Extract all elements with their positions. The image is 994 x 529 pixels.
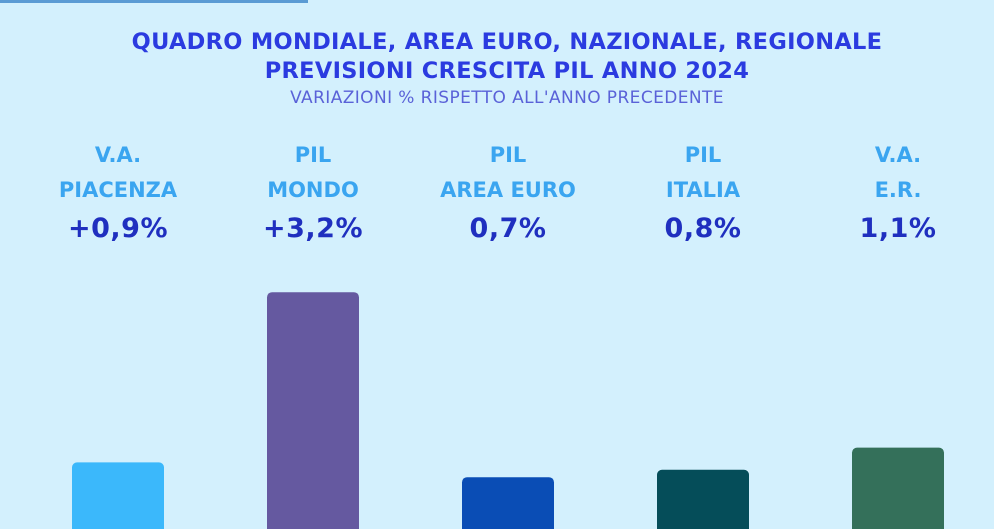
bar [852,447,944,529]
chart-header: QUADRO MONDIALE, AREA EURO, NAZIONALE, R… [0,28,994,109]
category-label-line2: E.R. [874,178,922,202]
category-label-line2: ITALIA [665,178,741,202]
category-header: PIL MONDO +3,2% [213,138,413,246]
category-header: PIL ITALIA 0,8% [603,138,803,246]
category-label: PIL ITALIA [603,138,803,208]
category-label: V.A. E.R. [798,138,994,208]
category-label-line1: V.A. [94,143,142,167]
category-header: PIL AREA EURO 0,7% [408,138,608,246]
category-label-line2: MONDO [267,178,359,202]
category-label: V.A. PIACENZA [18,138,218,208]
category-label-line2: AREA EURO [440,178,576,202]
bar [462,477,554,529]
bar-value-label: +0,9% [67,213,168,244]
bar [72,462,164,529]
bar-value-label: 1,1% [859,213,937,244]
category-label-line1: PIL [684,143,722,167]
category-label: PIL MONDO [213,138,413,208]
chart-title-line2: PREVISIONI CRESCITA PIL ANNO 2024 [264,58,750,84]
category-label-line2: PIACENZA [58,178,178,202]
category-label: PIL AREA EURO [408,138,608,208]
bar [267,292,359,529]
category-label-line1: PIL [489,143,527,167]
category-header: V.A. PIACENZA +0,9% [18,138,218,246]
top-accent-line [0,0,308,3]
bar-value-label: +3,2% [262,213,363,244]
bar [657,469,749,529]
category-header: V.A. E.R. 1,1% [798,138,994,246]
category-label-line1: PIL [294,143,332,167]
chart-subtitle: VARIAZIONI % RISPETTO ALL'ANNO PRECEDENT… [290,88,724,108]
chart-title-line1: QUADRO MONDIALE, AREA EURO, NAZIONALE, R… [131,29,883,55]
category-label-line1: V.A. [874,143,922,167]
bar-value-label: 0,8% [664,213,742,244]
bar-value-label: 0,7% [469,213,547,244]
